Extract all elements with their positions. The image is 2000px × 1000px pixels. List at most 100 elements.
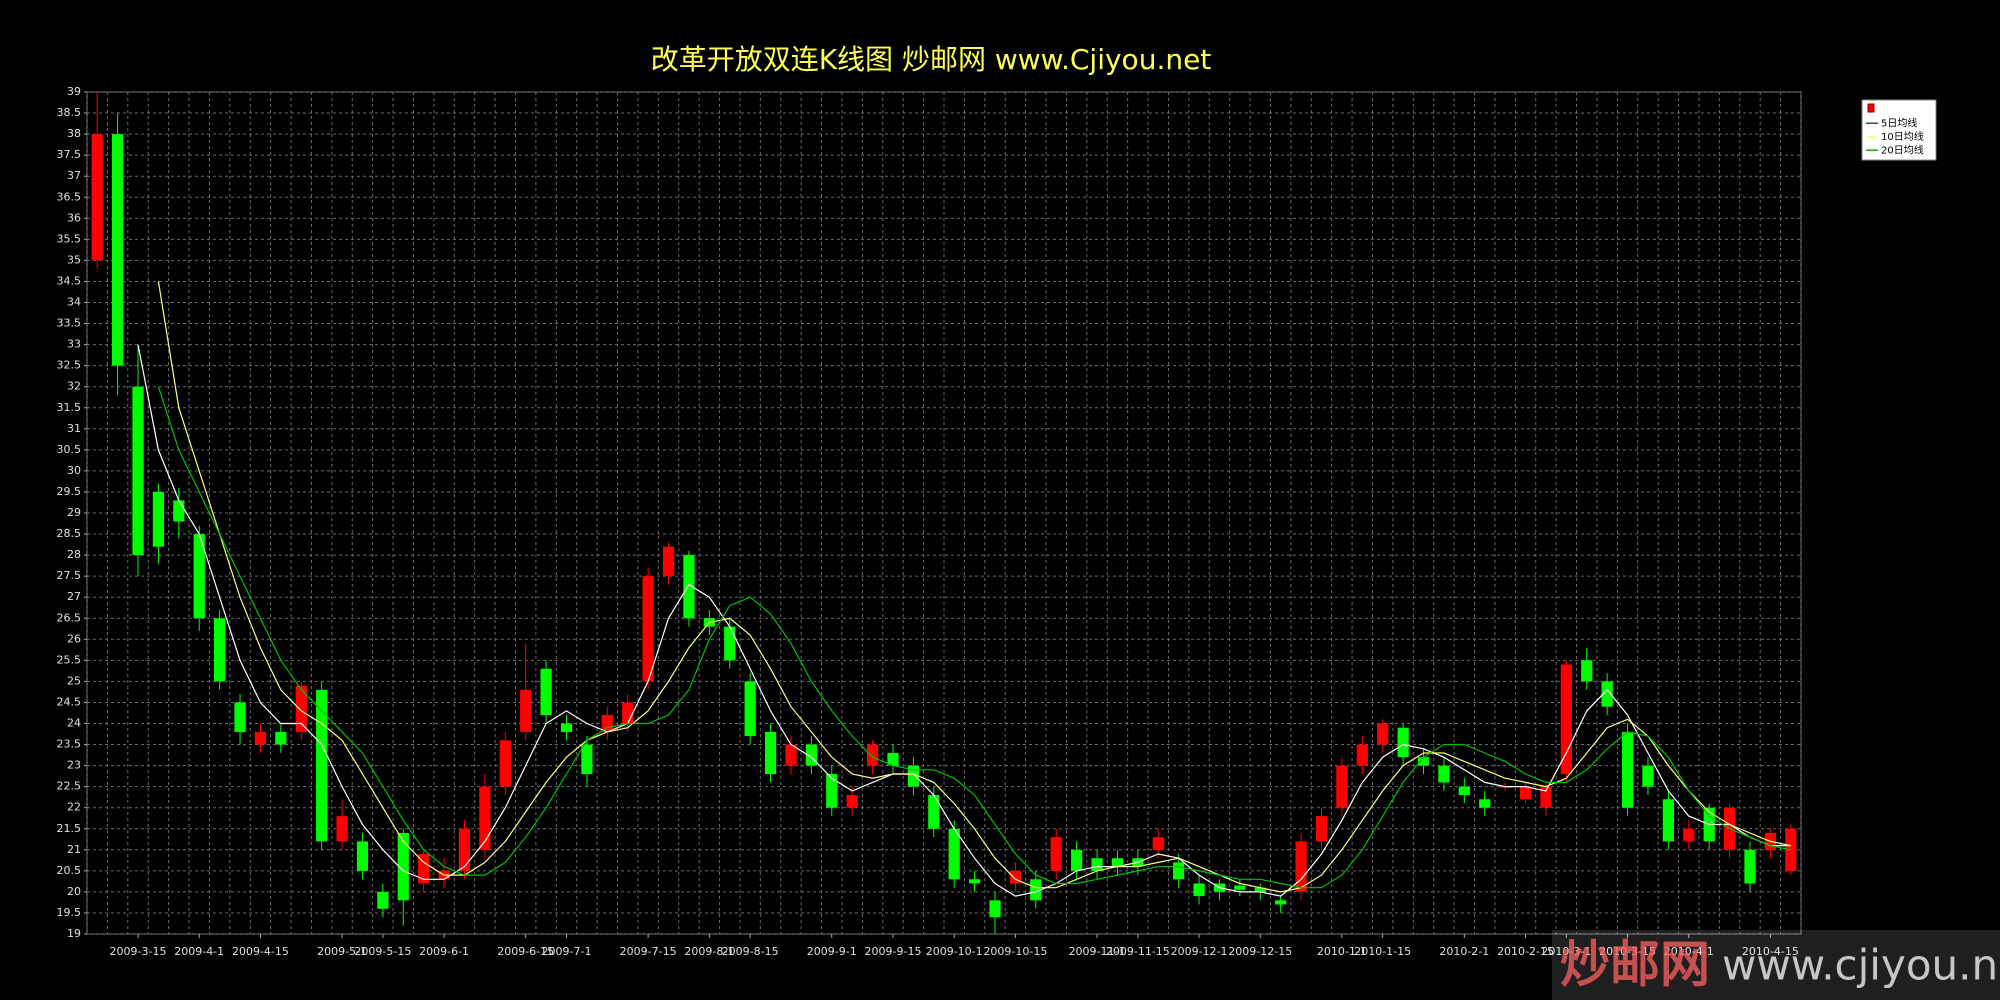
candle-body: [764, 731, 777, 775]
x-tick-label: 2010-2-1: [1439, 945, 1489, 958]
candle-body: [622, 702, 634, 724]
y-tick-label: 20: [67, 885, 81, 898]
candle-body: [1030, 879, 1042, 901]
candle-body: [1621, 731, 1634, 808]
candle-body: [1275, 900, 1287, 905]
y-tick-label: 32.5: [57, 359, 82, 372]
y-tick-label: 34.5: [57, 274, 82, 287]
y-tick-label: 22: [67, 801, 81, 814]
y-tick-label: 25: [67, 674, 81, 687]
candle-body: [377, 891, 389, 909]
candle-body: [1050, 837, 1062, 871]
y-tick-label: 29.5: [57, 485, 82, 498]
ma-line: [157, 281, 1791, 893]
x-tick-label: 2010-2-15: [1497, 945, 1554, 958]
y-tick-label: 38.5: [57, 106, 82, 119]
candle-body: [907, 765, 920, 787]
x-tick-label: 2009-12-15: [1228, 945, 1292, 958]
y-tick-label: 28: [67, 548, 81, 561]
x-tick-label: 2009-9-15: [865, 945, 922, 958]
y-tick-label: 31.5: [57, 401, 82, 414]
candle-body: [1377, 723, 1389, 745]
y-tick-label: 36.5: [57, 190, 82, 203]
candle-body: [968, 879, 981, 884]
x-tick-label: 2009-4-1: [174, 945, 224, 958]
candle-body: [601, 715, 613, 732]
y-tick-label: 25.5: [57, 653, 82, 666]
x-tick-label: 2009-6-1: [419, 945, 469, 958]
candle-body: [826, 774, 838, 808]
candle-body: [479, 786, 491, 850]
y-tick-label: 19.5: [57, 906, 82, 919]
candle-body: [724, 626, 736, 661]
candle-body: [91, 134, 103, 261]
x-tick-label: 2009-5-1: [317, 945, 367, 958]
candle-body: [1560, 664, 1572, 775]
x-tick-label: 2009-10-15: [983, 945, 1047, 958]
y-tick-label: 26: [67, 632, 81, 645]
candle-body: [1417, 757, 1430, 766]
y-tick-label: 20.5: [57, 864, 82, 877]
candle-body: [928, 795, 940, 829]
candle-body: [581, 744, 593, 775]
y-tick-label: 24: [67, 717, 81, 730]
candle-body: [1397, 727, 1409, 758]
ma-line: [137, 344, 1791, 897]
watermark-box: [1552, 930, 2000, 1000]
x-tick-label: 2009-11-15: [1106, 945, 1170, 958]
candle-body: [1438, 765, 1450, 783]
candle-body: [1315, 816, 1328, 842]
y-tick-label: 32: [67, 380, 81, 393]
candle-body: [152, 491, 165, 547]
candle-body: [418, 854, 430, 884]
candle-body: [173, 500, 185, 522]
candle-body: [1009, 870, 1022, 884]
ma-line: [157, 386, 1791, 889]
candle-body: [1071, 849, 1083, 871]
candle-body: [316, 689, 328, 842]
candle-body: [1662, 799, 1674, 842]
candle-body: [948, 828, 960, 880]
chart-title: 改革开放双连K线图 炒邮网 www.Cjiyou.net: [651, 43, 1212, 76]
y-tick-label: 35.5: [57, 232, 82, 245]
candle-body: [193, 534, 205, 619]
x-tick-label: 2010-4-15: [1742, 945, 1799, 958]
y-tick-label: 36: [67, 211, 81, 224]
candle-body: [1642, 765, 1654, 787]
candle-body: [520, 689, 532, 732]
x-tick-label: 2009-7-1: [542, 945, 592, 958]
x-tick-label: 2010-4-1: [1664, 945, 1714, 958]
x-tick-label: 2009-3-15: [110, 945, 167, 958]
candle-body: [1295, 841, 1307, 892]
candle-body: [887, 752, 899, 766]
x-tick-label: 2009-12-1: [1171, 945, 1228, 958]
y-tick-label: 28.5: [57, 527, 82, 540]
y-tick-label: 23: [67, 759, 81, 772]
candle-body: [1519, 786, 1532, 800]
candle-body: [989, 900, 1001, 918]
x-tick-label: 2009-8-15: [722, 945, 779, 958]
y-tick-label: 39: [67, 85, 81, 98]
y-tick-label: 19: [67, 927, 81, 940]
candle-body: [744, 681, 756, 737]
legend-candle-icon: [1867, 103, 1875, 113]
x-tick-label: 2009-10-1: [926, 945, 983, 958]
x-tick-label: 2010-3-1: [1541, 945, 1591, 958]
candle-body: [356, 841, 369, 871]
y-tick-label: 37.5: [57, 148, 82, 161]
candle-body: [111, 134, 124, 366]
x-tick-label: 2009-9-1: [807, 945, 857, 958]
y-tick-label: 23.5: [57, 738, 82, 751]
y-tick-label: 21: [67, 843, 81, 856]
watermark-name: 炒邮网: [1560, 936, 1710, 994]
y-tick-label: 22.5: [57, 780, 82, 793]
y-tick-label: 31: [67, 422, 81, 435]
x-tick-label: 2009-11-1: [1069, 945, 1126, 958]
candle-body: [234, 702, 246, 732]
y-tick-label: 30.5: [57, 443, 82, 456]
y-tick-label: 33: [67, 338, 81, 351]
legend-label: 20日均线: [1881, 143, 1924, 156]
candle-body: [1356, 744, 1368, 766]
x-tick-label: 2009-6-15: [497, 945, 554, 958]
